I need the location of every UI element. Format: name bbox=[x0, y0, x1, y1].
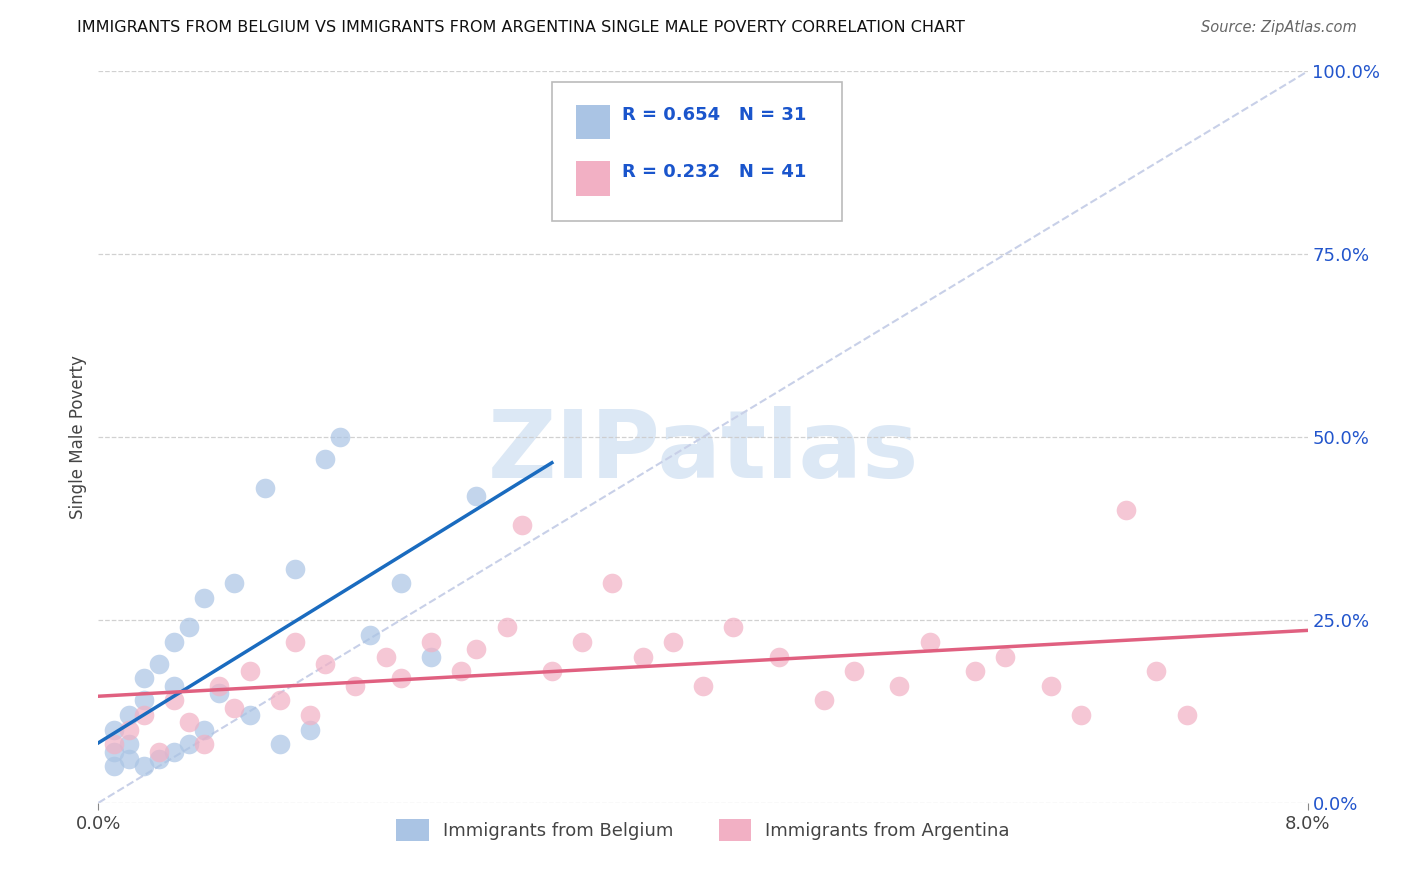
Point bbox=[465, 642, 488, 657]
Point bbox=[224, 700, 246, 714]
Point bbox=[571, 635, 593, 649]
Point bbox=[1070, 708, 1092, 723]
Text: ZIPatlas: ZIPatlas bbox=[488, 406, 918, 498]
Point bbox=[118, 737, 141, 751]
Point bbox=[420, 635, 443, 649]
Point bbox=[208, 679, 231, 693]
Point bbox=[193, 723, 215, 737]
Point bbox=[889, 679, 911, 693]
Point bbox=[723, 620, 745, 634]
Point bbox=[103, 745, 125, 759]
Y-axis label: Single Male Poverty: Single Male Poverty bbox=[69, 355, 87, 519]
Bar bbox=[576, 161, 610, 195]
Point bbox=[103, 759, 125, 773]
Point bbox=[269, 737, 291, 751]
Text: Source: ZipAtlas.com: Source: ZipAtlas.com bbox=[1201, 20, 1357, 35]
Point bbox=[918, 635, 941, 649]
Point bbox=[163, 745, 186, 759]
Point bbox=[193, 737, 215, 751]
Point bbox=[148, 657, 170, 671]
Point bbox=[994, 649, 1017, 664]
Text: R = 0.654   N = 31: R = 0.654 N = 31 bbox=[621, 106, 807, 124]
Point bbox=[132, 693, 155, 707]
Point bbox=[132, 672, 155, 686]
Point bbox=[1039, 679, 1062, 693]
Point bbox=[208, 686, 231, 700]
Legend: Immigrants from Belgium, Immigrants from Argentina: Immigrants from Belgium, Immigrants from… bbox=[389, 812, 1017, 848]
Point bbox=[374, 649, 396, 664]
Point bbox=[239, 708, 262, 723]
Point bbox=[132, 759, 155, 773]
Point bbox=[465, 489, 488, 503]
Point bbox=[253, 481, 276, 495]
Point bbox=[768, 649, 790, 664]
Point bbox=[148, 745, 170, 759]
Point bbox=[344, 679, 367, 693]
Point bbox=[163, 635, 186, 649]
Point bbox=[163, 679, 186, 693]
Point bbox=[692, 679, 714, 693]
Point bbox=[314, 452, 336, 467]
Point bbox=[1146, 664, 1168, 678]
Point bbox=[284, 635, 307, 649]
Point bbox=[510, 517, 533, 532]
Point bbox=[132, 708, 155, 723]
Point bbox=[299, 723, 322, 737]
Point bbox=[163, 693, 186, 707]
Point bbox=[269, 693, 291, 707]
Point bbox=[602, 576, 624, 591]
Point bbox=[495, 620, 517, 634]
Point bbox=[299, 708, 322, 723]
Point bbox=[103, 723, 125, 737]
Point bbox=[1115, 503, 1137, 517]
Point bbox=[224, 576, 246, 591]
Point bbox=[813, 693, 835, 707]
Point bbox=[179, 737, 201, 751]
Point bbox=[631, 649, 654, 664]
Point bbox=[389, 576, 412, 591]
Point bbox=[540, 664, 562, 678]
Point bbox=[450, 664, 472, 678]
FancyBboxPatch shape bbox=[551, 82, 842, 221]
Text: IMMIGRANTS FROM BELGIUM VS IMMIGRANTS FROM ARGENTINA SINGLE MALE POVERTY CORRELA: IMMIGRANTS FROM BELGIUM VS IMMIGRANTS FR… bbox=[77, 20, 965, 35]
Point bbox=[844, 664, 866, 678]
Text: R = 0.232   N = 41: R = 0.232 N = 41 bbox=[621, 162, 807, 180]
Point bbox=[118, 708, 141, 723]
Point bbox=[1175, 708, 1198, 723]
Point bbox=[179, 715, 201, 730]
Point bbox=[284, 562, 307, 576]
Point bbox=[360, 627, 382, 641]
Point bbox=[148, 752, 170, 766]
Point bbox=[420, 649, 443, 664]
Point bbox=[314, 657, 336, 671]
Point bbox=[118, 723, 141, 737]
Point bbox=[179, 620, 201, 634]
Point bbox=[965, 664, 987, 678]
Point bbox=[118, 752, 141, 766]
Point bbox=[329, 430, 352, 444]
Point bbox=[389, 672, 412, 686]
Bar bbox=[576, 105, 610, 139]
Point bbox=[103, 737, 125, 751]
Point bbox=[193, 591, 215, 605]
Point bbox=[661, 635, 683, 649]
Point bbox=[239, 664, 262, 678]
